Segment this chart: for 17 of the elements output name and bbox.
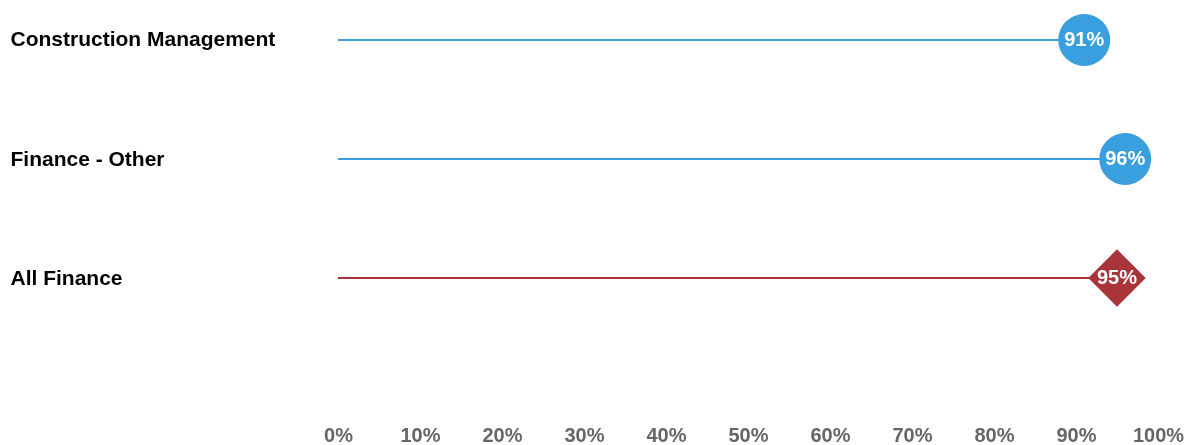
data-label: 95% bbox=[1096, 266, 1138, 289]
x-tick-label: 20% bbox=[482, 423, 523, 445]
x-tick-label: 10% bbox=[400, 423, 441, 445]
x-tick-label: 90% bbox=[1056, 423, 1097, 445]
x-tick-label: 70% bbox=[892, 423, 933, 445]
x-tick-label: 100% bbox=[1132, 423, 1185, 445]
y-tick-label: All Finance bbox=[10, 265, 123, 289]
x-tick-label: 40% bbox=[646, 423, 687, 445]
y-tick-label: Finance - Other bbox=[10, 146, 165, 170]
y-tick-label: Construction Management bbox=[10, 27, 276, 51]
x-tick-label: 30% bbox=[564, 423, 605, 445]
x-tick-label: 50% bbox=[728, 423, 769, 445]
x-tick-label: 80% bbox=[974, 423, 1015, 445]
data-label: 91% bbox=[1064, 27, 1105, 50]
data-label: 96% bbox=[1105, 147, 1146, 169]
x-tick-label: 60% bbox=[810, 423, 851, 445]
x-tick-label: 0% bbox=[324, 423, 354, 445]
